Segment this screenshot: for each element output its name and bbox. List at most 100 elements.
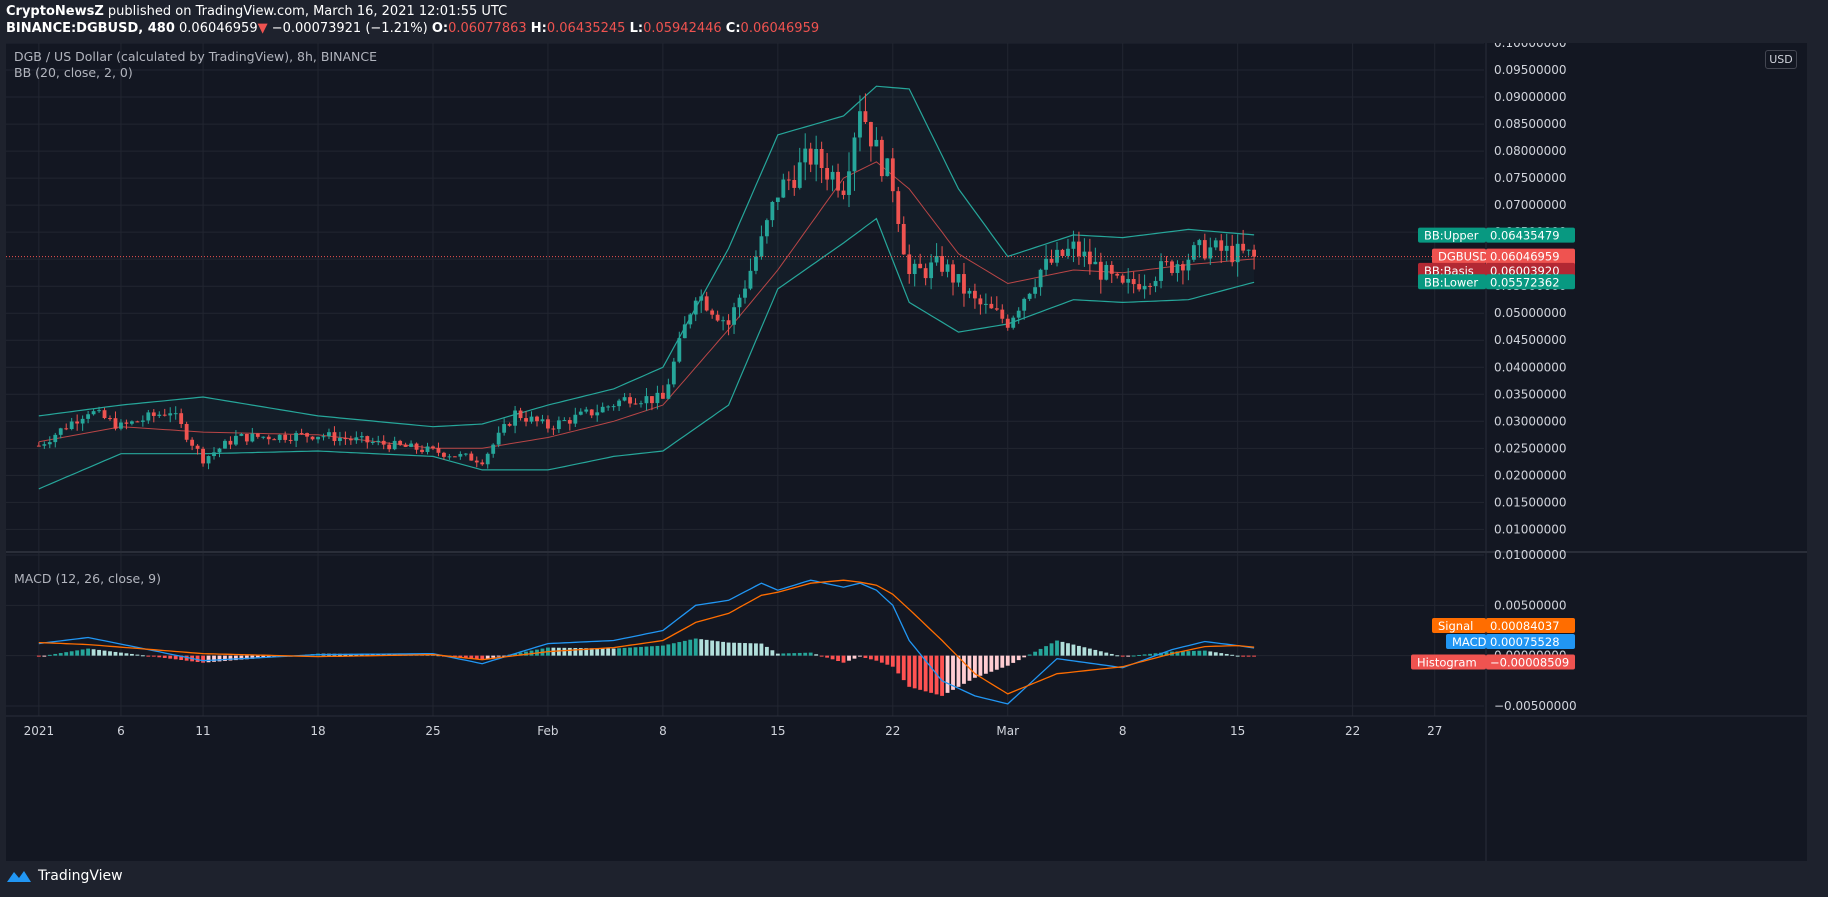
candle-body xyxy=(195,445,200,449)
macd-label: MACD xyxy=(1452,635,1487,649)
candle-body xyxy=(633,403,638,405)
candle-body xyxy=(1191,245,1196,260)
candle-body xyxy=(348,439,353,441)
candle-body xyxy=(759,236,764,257)
candle-body xyxy=(671,361,676,385)
histogram-bar xyxy=(841,655,846,663)
candle-body xyxy=(1181,264,1185,271)
histogram-bar xyxy=(474,655,479,660)
macd-line xyxy=(38,579,1255,705)
candle-body xyxy=(480,462,485,465)
histogram-bar xyxy=(518,652,523,656)
candle-body xyxy=(398,440,403,445)
chart-canvas[interactable]: 0.10000000 0.09500000 0.09000000 0.08500000… xyxy=(6,43,1807,861)
candle-body xyxy=(179,413,184,424)
histogram-bar xyxy=(69,651,74,656)
footer-brand[interactable]: TradingView xyxy=(6,868,123,884)
currency-button[interactable]: USD xyxy=(1765,50,1797,69)
candle-body xyxy=(387,444,392,450)
histogram-bar xyxy=(1109,653,1114,656)
histogram-bar xyxy=(212,655,216,662)
histogram-bar xyxy=(1186,651,1191,656)
time-tick-label: 6 xyxy=(117,724,125,738)
candle-body xyxy=(578,411,583,415)
candle-body xyxy=(764,220,769,237)
histogram-bar xyxy=(146,655,151,657)
histogram-bar xyxy=(1235,655,1240,657)
histogram-bar xyxy=(168,655,173,659)
candle-body xyxy=(611,406,616,408)
candle-body xyxy=(546,419,550,429)
candle-body xyxy=(58,428,63,435)
candle-body xyxy=(1230,245,1235,263)
histogram-bar xyxy=(162,655,167,658)
histogram-bar xyxy=(786,653,791,656)
time-tick-label: Mar xyxy=(996,724,1019,738)
price-tick-label: 0.03000000 xyxy=(1494,414,1567,428)
macd-pane xyxy=(36,579,1257,705)
candle-body xyxy=(983,303,988,305)
macd-tick-label: 0.00500000 xyxy=(1494,598,1567,612)
candle-body xyxy=(277,434,282,440)
histogram-bar xyxy=(781,653,786,656)
macd-legend: MACD (12, 26, close, 9) xyxy=(14,571,161,586)
histogram-bar xyxy=(929,655,934,693)
down-arrow-icon: ▼ xyxy=(257,21,268,36)
high-label: H: xyxy=(530,21,547,36)
candle-body xyxy=(644,396,649,404)
histogram-bar xyxy=(912,655,917,689)
histogram-bar xyxy=(562,647,567,656)
chart-frame[interactable]: 0.10000000 0.09500000 0.09000000 0.08500000… xyxy=(6,43,1807,861)
histogram-bar xyxy=(1137,654,1142,656)
bb-upper-value: 0.06435479 xyxy=(1490,229,1560,243)
candle-body xyxy=(403,444,408,447)
histogram-bar xyxy=(370,654,375,656)
candle-body xyxy=(1055,249,1059,263)
histogram-bar xyxy=(567,647,572,656)
histogram-bar xyxy=(376,654,381,656)
histogram-bar xyxy=(989,655,994,672)
signal-label: Signal xyxy=(1438,619,1473,633)
histogram-bar xyxy=(797,652,802,656)
histogram-bar xyxy=(863,655,868,658)
candle-body xyxy=(606,406,611,408)
price-tick-label: 0.07000000 xyxy=(1494,198,1567,212)
histogram-bar xyxy=(217,655,222,662)
candle-body xyxy=(1093,261,1098,265)
macd-value-box xyxy=(1486,633,1575,649)
candle-body xyxy=(294,433,299,441)
candle-body xyxy=(420,449,424,452)
candle-body xyxy=(1186,259,1191,271)
histogram-bar xyxy=(808,652,813,656)
histogram-bar xyxy=(858,655,862,657)
candle-body xyxy=(688,314,693,325)
candle-body xyxy=(951,264,955,283)
candle-body xyxy=(994,308,999,310)
histogram-bar xyxy=(940,655,944,696)
candle-body xyxy=(699,296,704,301)
bb-basis-value-box xyxy=(1486,262,1575,278)
price-tick-label: 0.01000000 xyxy=(1494,522,1567,536)
candle-body xyxy=(1148,285,1152,287)
histogram-bar xyxy=(485,655,490,659)
author-name[interactable]: CryptoNewsZ xyxy=(6,4,104,19)
histogram-bar xyxy=(1016,655,1021,661)
last-price: 0.06046959 xyxy=(179,21,258,36)
histogram-bar xyxy=(1027,654,1032,656)
ohlc-line: BINANCE:DGBUSD, 480 0.06046959▼ −0.00073… xyxy=(6,20,819,37)
candle-body xyxy=(102,410,107,419)
candle-body xyxy=(1170,261,1174,273)
bb-legend: BB (20, close, 2, 0) xyxy=(14,65,133,80)
price-tags: BB:Upper0.06435479DGBUSD0.0604695903:58:… xyxy=(1411,227,1575,670)
candle-body xyxy=(365,436,370,443)
histogram-bar xyxy=(135,654,140,656)
signal-label-box xyxy=(1432,618,1486,634)
candle-body xyxy=(327,432,331,437)
candle-body xyxy=(896,191,901,224)
candle-body xyxy=(212,452,216,457)
candle-body xyxy=(1005,318,1010,328)
candle-body xyxy=(442,452,446,457)
bb-lower-line xyxy=(38,217,1255,490)
time-tick-label: 22 xyxy=(885,724,900,738)
histogram-bar xyxy=(847,655,851,661)
